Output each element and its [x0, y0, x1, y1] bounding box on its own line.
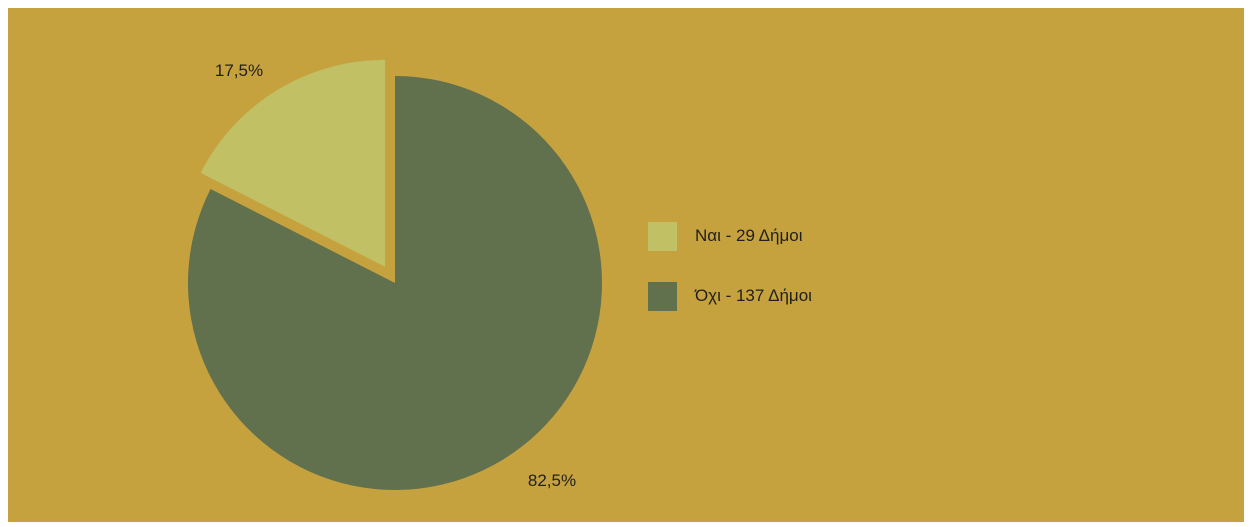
legend-item-no: Όχι - 137 Δήμοι — [648, 280, 812, 312]
legend-label-no: Όχι - 137 Δήμοι — [695, 286, 812, 305]
slice-no — [187, 76, 603, 490]
data-label-yes: 17,5% — [215, 61, 263, 80]
legend-swatch-no — [648, 281, 677, 311]
legend-swatch-yes — [648, 221, 677, 251]
legend-label-yes: Ναι - 29 Δήμοι — [695, 226, 803, 245]
pie-data-labels: 17,5% 82,5% — [215, 61, 576, 490]
slice-yes — [200, 59, 386, 267]
data-label-no: 82,5% — [528, 471, 576, 490]
chart-area: 17,5% 82,5% Ναι - 29 Δήμοι Όχι - 137 Δήμο… — [8, 8, 1244, 522]
legend: Ναι - 29 Δήμοι Όχι - 137 Δήμοι — [648, 220, 812, 340]
pie-chart: 17,5% 82,5% — [187, 59, 603, 490]
pie-slices — [187, 59, 603, 490]
legend-item-yes: Ναι - 29 Δήμοι — [648, 220, 812, 252]
